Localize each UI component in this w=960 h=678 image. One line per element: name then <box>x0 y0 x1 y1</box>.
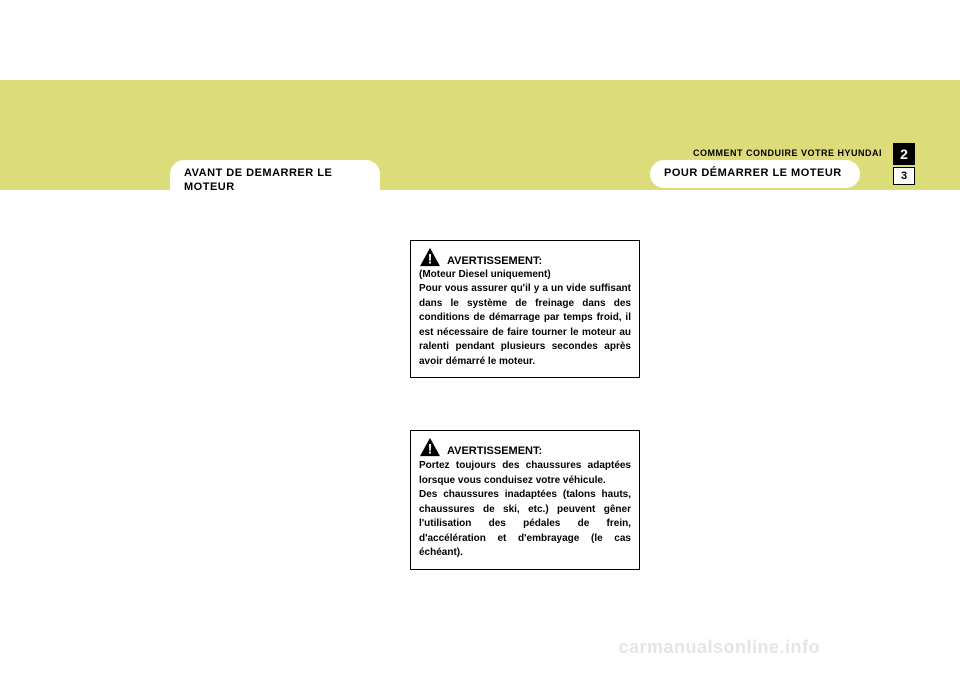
section-tab-right: POUR DÉMARRER LE MOTEUR <box>650 160 860 188</box>
warning-1-header: ! AVERTISSEMENT: <box>419 247 631 267</box>
warning-1-body: Pour vous assurer qu'il y a un vide suff… <box>419 282 631 369</box>
svg-text:!: ! <box>428 441 433 456</box>
warning-1-subtitle: (Moteur Diesel uniquement) <box>419 269 631 280</box>
warning-triangle-icon: ! <box>419 437 441 457</box>
warning-box-2: ! AVERTISSEMENT: Portez toujours des cha… <box>410 430 640 570</box>
section-label: COMMENT CONDUIRE VOTRE HYUNDAI <box>693 148 882 158</box>
warning-2-label: AVERTISSEMENT: <box>447 445 542 457</box>
warning-triangle-icon: ! <box>419 247 441 267</box>
tab-left-title: AVANT DE DEMARRER LE MOTEUR <box>184 166 366 195</box>
warning-1-label: AVERTISSEMENT: <box>447 255 542 267</box>
section-tab-left: AVANT DE DEMARRER LE MOTEUR <box>170 160 380 203</box>
svg-text:!: ! <box>428 251 433 266</box>
chapter-number: 2 <box>893 143 915 165</box>
page-number: 3 <box>893 167 915 185</box>
warning-box-1: ! AVERTISSEMENT: (Moteur Diesel uniqueme… <box>410 240 640 378</box>
tab-right-title: POUR DÉMARRER LE MOTEUR <box>664 166 846 180</box>
warning-2-header: ! AVERTISSEMENT: <box>419 437 631 457</box>
watermark-text: carmanualsonline.info <box>618 637 820 658</box>
warning-2-body: Portez toujours des chaussures adaptées … <box>419 459 631 561</box>
